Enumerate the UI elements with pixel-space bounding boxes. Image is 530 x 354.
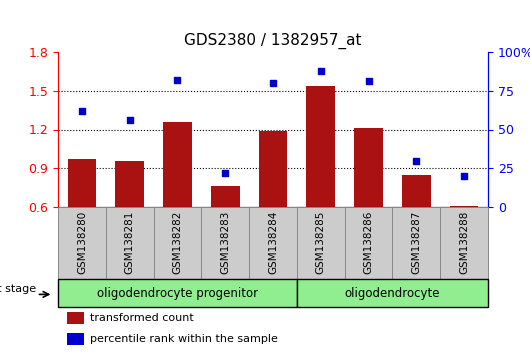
Bar (259, 131, 287, 285)
Text: GSM138280: GSM138280 (77, 211, 87, 274)
Point (221, 170, 229, 176)
Bar (354, 128, 383, 285)
Text: GSM138283: GSM138283 (220, 211, 230, 274)
Bar (249, 207, 297, 279)
Text: GSM138286: GSM138286 (364, 211, 374, 274)
Bar (116, 161, 144, 285)
Text: development stage: development stage (0, 284, 36, 294)
Point (316, 68, 325, 73)
Title: GDS2380 / 1382957_at: GDS2380 / 1382957_at (184, 33, 362, 49)
Bar (440, 207, 488, 279)
Point (269, 80, 277, 86)
Bar (297, 207, 344, 279)
Text: GSM138281: GSM138281 (125, 211, 135, 274)
Bar (67, 312, 84, 324)
Bar (450, 206, 479, 285)
Point (364, 79, 373, 84)
Bar (344, 207, 392, 279)
Bar (67, 159, 96, 285)
Point (460, 173, 469, 179)
Point (78, 108, 86, 114)
Text: GSM138287: GSM138287 (411, 211, 421, 274)
Text: GSM138282: GSM138282 (172, 211, 182, 274)
Bar (58, 207, 106, 279)
Text: oligodendrocyte progenitor: oligodendrocyte progenitor (97, 286, 258, 299)
Bar (154, 207, 201, 279)
Text: GSM138285: GSM138285 (316, 211, 326, 274)
Bar (306, 86, 335, 285)
Bar (106, 207, 154, 279)
Bar (67, 333, 84, 345)
Bar (297, 279, 488, 307)
Text: transformed count: transformed count (90, 313, 194, 323)
Bar (201, 207, 249, 279)
Point (173, 77, 182, 83)
Bar (163, 122, 192, 285)
Bar (58, 279, 297, 307)
Bar (211, 186, 240, 285)
Text: GSM138284: GSM138284 (268, 211, 278, 274)
Text: GSM138288: GSM138288 (459, 211, 469, 274)
Bar (402, 175, 431, 285)
Point (126, 118, 134, 123)
Text: percentile rank within the sample: percentile rank within the sample (90, 334, 278, 344)
Point (412, 158, 421, 163)
Bar (392, 207, 440, 279)
Text: oligodendrocyte: oligodendrocyte (344, 286, 440, 299)
